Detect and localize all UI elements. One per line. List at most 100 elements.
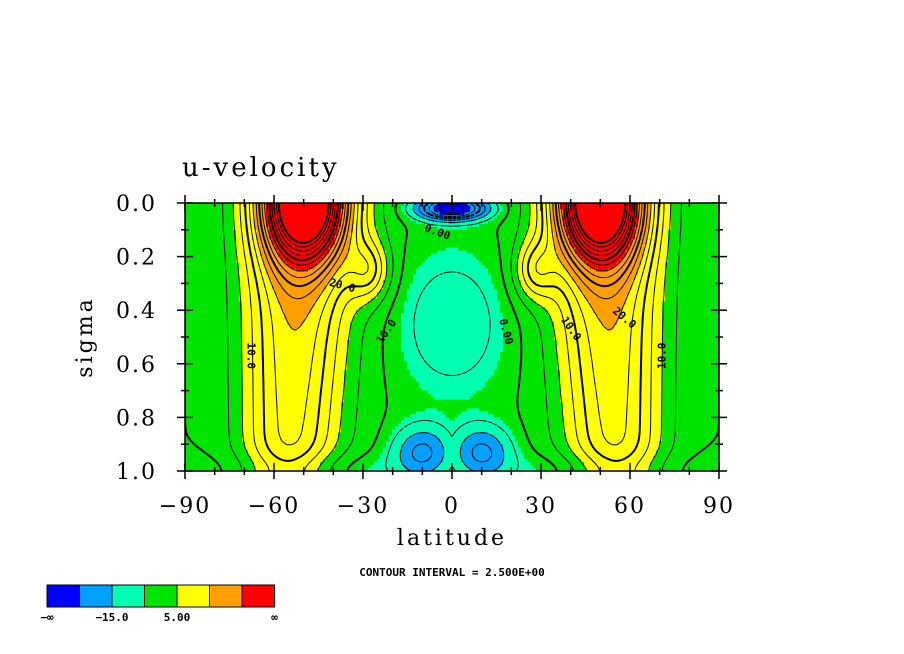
contour-cell (275, 214, 279, 219)
contour-cell (671, 205, 675, 210)
contour-cell (395, 205, 399, 210)
contour-cell (425, 205, 429, 210)
contour-cell (302, 205, 306, 210)
contour-cell (227, 205, 231, 210)
contour-cell (293, 205, 297, 210)
contour-cell (320, 203, 324, 207)
contour-cell (452, 208, 456, 213)
contour-cell (476, 211, 480, 216)
contour-cell (374, 203, 378, 207)
contour-cell (233, 208, 237, 213)
contour-cell (503, 203, 507, 207)
contour-cell (317, 208, 321, 213)
contour-cell (218, 211, 222, 216)
contour-cell (524, 208, 528, 213)
contour-cell (419, 205, 423, 210)
contour-cell (524, 205, 528, 210)
contour-cell (515, 211, 519, 216)
contour-cell (203, 211, 207, 216)
contour-cell (440, 203, 444, 207)
contour-cell (344, 205, 348, 210)
contour-cell (197, 211, 201, 216)
contour-cell (314, 205, 318, 210)
contour-cell (617, 208, 621, 213)
contour-cell (527, 205, 531, 210)
contour-cell (197, 214, 201, 219)
contour-cell (317, 205, 321, 210)
contour-cell (650, 208, 654, 213)
contour-cell (377, 205, 381, 210)
contour-cell (290, 208, 294, 213)
contour-cell (473, 208, 477, 213)
contour-cell (383, 203, 387, 207)
contour-cell (668, 205, 672, 210)
contour-cell (695, 203, 699, 207)
contour-cell (683, 203, 687, 207)
contour-cell (434, 205, 438, 210)
contour-cell (698, 211, 702, 216)
contour-cell (374, 211, 378, 216)
contour-cell (254, 203, 258, 207)
contour-cell (545, 205, 549, 210)
contour-cell (287, 203, 291, 207)
contour-cell (296, 208, 300, 213)
contour-cell (200, 211, 204, 216)
contour-cell (392, 208, 396, 213)
contour-cell (308, 203, 312, 207)
contour-cell (290, 203, 294, 207)
contour-cell (188, 214, 192, 219)
contour-cell (503, 208, 507, 213)
contour-cell (686, 203, 690, 207)
contour-cell (386, 211, 390, 216)
contour-cell (671, 203, 675, 207)
contour-cell (308, 214, 312, 219)
contour-cell (191, 211, 195, 216)
contour-cell (299, 203, 303, 207)
contour-cell (299, 208, 303, 213)
contour-cell (344, 211, 348, 216)
contour-cell (683, 211, 687, 216)
contour-cell (479, 208, 483, 213)
contour-cell (683, 205, 687, 210)
contour-cell (449, 211, 453, 216)
contour-cell (599, 211, 603, 216)
contour-cell (692, 205, 696, 210)
contour-cell (311, 208, 315, 213)
contour-cell (242, 214, 246, 219)
contour-cell (266, 203, 270, 207)
contour-cell (629, 211, 633, 216)
contour-cell (371, 205, 375, 210)
contour-cell (602, 205, 606, 210)
contour-cell (185, 205, 189, 210)
contour-cell (260, 214, 264, 219)
contour-cell (704, 205, 708, 210)
contour-cell (542, 208, 546, 213)
contour-cell (641, 208, 645, 213)
contour-cell (485, 208, 489, 213)
contour-cell (581, 208, 585, 213)
contour-cell (605, 211, 609, 216)
contour-cell (566, 205, 570, 210)
contour-cell (587, 211, 591, 216)
contour-cell (497, 203, 501, 207)
contour-cell (674, 205, 678, 210)
contour-cell (620, 205, 624, 210)
contour-cell (578, 205, 582, 210)
contour-cell (617, 205, 621, 210)
contour-cell (689, 205, 693, 210)
contour-cell (599, 208, 603, 213)
contour-cell (533, 211, 537, 216)
contour-cell (209, 208, 213, 213)
contour-cell (644, 203, 648, 207)
contour-cell (512, 208, 516, 213)
contour-cell (491, 203, 495, 207)
contour-cell (233, 203, 237, 207)
contour-cell (284, 208, 288, 213)
contour-cell (716, 203, 719, 207)
contour-cell (530, 208, 534, 213)
contour-cell (410, 205, 414, 210)
contour-cell (407, 205, 411, 210)
contour-cell (425, 211, 429, 216)
contour-cell (383, 208, 387, 213)
contour-cell (311, 203, 315, 207)
